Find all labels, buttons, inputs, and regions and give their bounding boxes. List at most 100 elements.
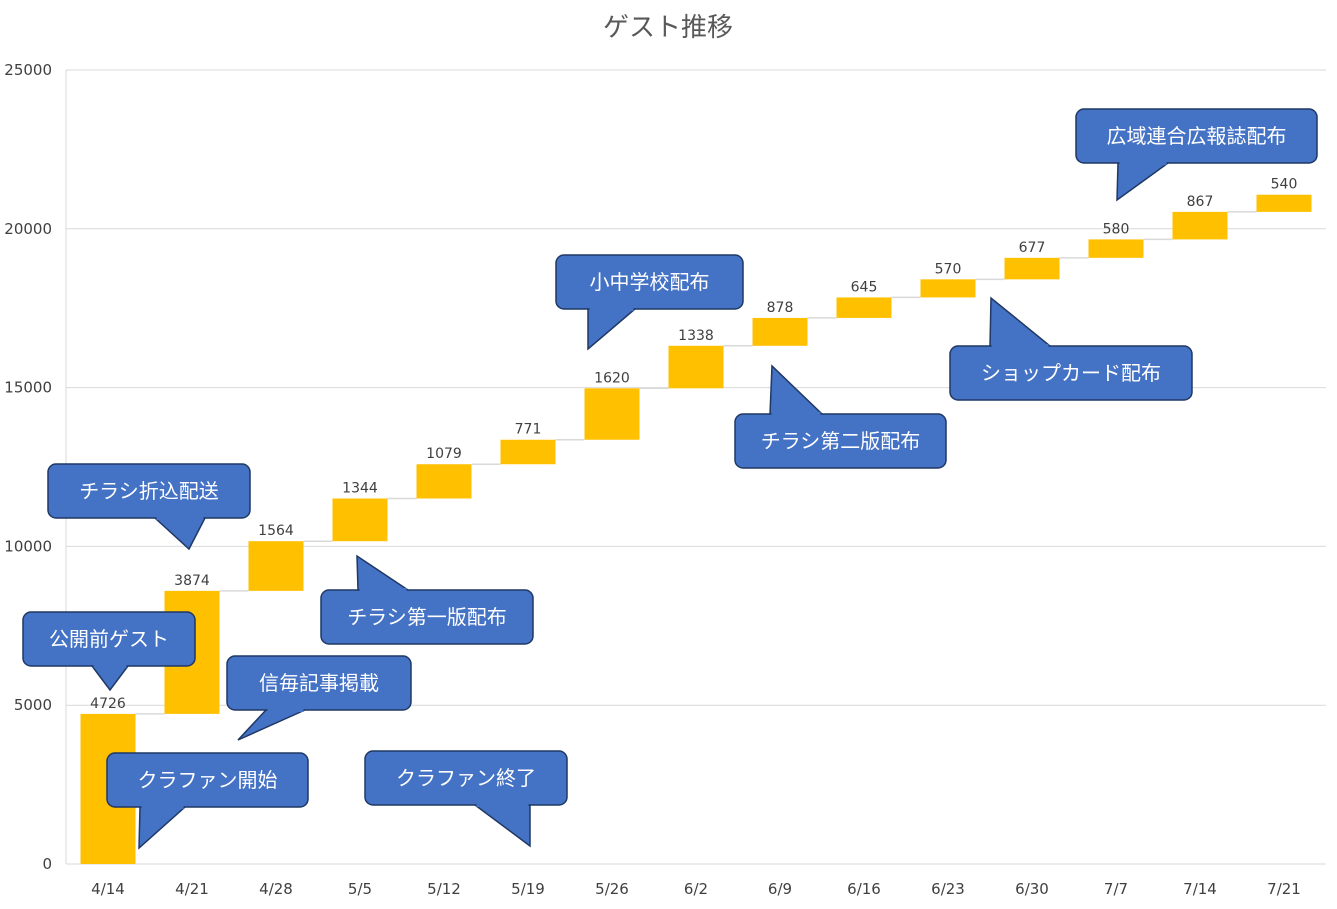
x-tick-label: 6/30 (1015, 880, 1049, 898)
callout-text: 広域連合広報誌配布 (1107, 124, 1287, 148)
x-tick-label: 5/5 (348, 880, 372, 898)
callout-text: ショップカード配布 (981, 361, 1161, 385)
data-label: 1079 (426, 446, 462, 462)
y-tick-label: 0 (42, 855, 52, 873)
data-label: 1338 (678, 328, 714, 344)
callout: クラファン終了 (364, 750, 568, 848)
callout: 公開前ゲスト (22, 611, 196, 692)
callout: 信毎記事掲載 (226, 655, 412, 741)
callout-box (320, 589, 534, 645)
callout-pointer (356, 554, 411, 591)
y-tick-label: 15000 (4, 379, 52, 397)
y-tick-label: 10000 (4, 537, 52, 555)
callout-joint (476, 803, 529, 807)
x-tick-label: 7/7 (1104, 880, 1128, 898)
callout-pointer (138, 806, 187, 850)
data-label: 867 (1187, 194, 1214, 210)
x-tick-label: 7/14 (1183, 880, 1217, 898)
x-tick-label: 5/19 (511, 880, 545, 898)
data-label: 580 (1103, 221, 1130, 237)
connector-lines (135, 211, 1257, 715)
data-label: 1564 (258, 523, 294, 539)
x-tick-label: 7/21 (1267, 880, 1301, 898)
callout-box (47, 463, 251, 519)
callout-pointer (472, 804, 531, 848)
callout-pointer (587, 308, 638, 351)
callout-text: 小中学校配布 (590, 270, 710, 294)
callout-text: チラシ折込配送 (79, 479, 219, 503)
callout-box (1075, 108, 1318, 164)
callout: 小中学校配布 (555, 254, 744, 351)
callout-pointer (237, 709, 306, 741)
bar (500, 439, 556, 465)
callout-joint (589, 307, 634, 311)
callout-joint (141, 805, 184, 809)
bar (1004, 257, 1060, 280)
data-label: 1344 (342, 481, 378, 497)
callout-text: チラシ第二版配布 (761, 429, 921, 453)
callout-text: チラシ第一版配布 (347, 605, 507, 629)
callout-box (226, 655, 412, 711)
data-label: 3874 (174, 573, 210, 589)
bar (1172, 211, 1228, 240)
callout-text: 信毎記事掲載 (259, 671, 379, 695)
callout-box (106, 752, 309, 808)
x-tick-label: 4/21 (175, 880, 209, 898)
bar (920, 279, 976, 298)
callout-pointer (769, 364, 824, 415)
callout: チラシ折込配送 (47, 463, 251, 551)
x-tick-label: 6/2 (684, 880, 708, 898)
x-tick-label: 6/23 (931, 880, 965, 898)
callout-pointer (153, 517, 207, 551)
callout-box (364, 750, 568, 806)
y-tick-label: 25000 (4, 61, 52, 79)
callout-joint (771, 412, 821, 416)
callout-box (555, 254, 744, 310)
callout-joint (1119, 161, 1167, 165)
chart-title: ゲスト推移 (603, 13, 733, 43)
bar (836, 297, 892, 318)
bar (1088, 239, 1144, 258)
bar (668, 345, 724, 389)
callout-pointer (1116, 162, 1171, 202)
callout-joint (267, 708, 304, 712)
callout: チラシ第二版配布 (734, 364, 947, 469)
data-label: 4726 (90, 696, 126, 712)
callout-joint (359, 588, 407, 592)
x-tick-label: 4/14 (91, 880, 125, 898)
data-label: 540 (1271, 177, 1298, 193)
callout-pointer (90, 665, 130, 692)
callout: チラシ第一版配布 (320, 554, 534, 645)
bar (332, 498, 388, 542)
data-label: 645 (851, 279, 878, 295)
callout-box (734, 413, 947, 469)
x-axis-ticks: 4/14 4/21 4/28 5/5 5/12 5/19 5/26 6/2 6/9 6/16 6/2… (91, 880, 1301, 898)
bar (1256, 194, 1312, 212)
callout-pointer (989, 296, 1053, 347)
gridlines (65, 69, 1326, 865)
x-tick-label: 4/28 (259, 880, 293, 898)
bar (416, 464, 472, 499)
data-label: 677 (1019, 240, 1046, 256)
x-tick-label: 6/9 (768, 880, 792, 898)
x-tick-label: 6/16 (847, 880, 881, 898)
data-label: 1620 (594, 370, 630, 386)
x-tick-label: 5/12 (427, 880, 461, 898)
callout-text: クラファン終了 (396, 766, 536, 790)
y-tick-label: 5000 (14, 696, 52, 714)
callout-box (949, 345, 1193, 401)
callout-joint (991, 344, 1049, 348)
callout: ショップカード配布 (949, 296, 1193, 401)
callout-joint (156, 516, 204, 520)
y-tick-label: 20000 (4, 220, 52, 238)
callout-text: クラファン開始 (138, 768, 278, 792)
data-labels: 4726 3874 1564 1344 1079 771 1620 1338 878 645 570… (90, 177, 1297, 712)
callout: クラファン開始 (106, 752, 309, 850)
x-tick-label: 5/26 (595, 880, 629, 898)
callout: 広域連合広報誌配布 (1075, 108, 1318, 202)
data-label: 570 (935, 261, 962, 277)
bar (584, 388, 640, 440)
bar (248, 541, 304, 591)
